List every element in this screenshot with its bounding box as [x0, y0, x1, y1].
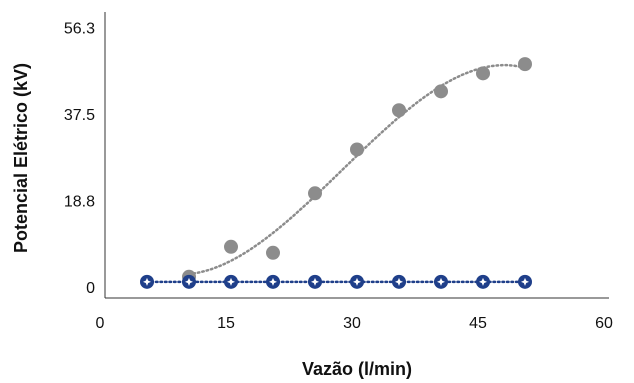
x-axis-title: Vazão (l/min) — [302, 359, 412, 379]
point — [518, 57, 532, 72]
x-tick-label: 30 — [343, 315, 361, 332]
point — [476, 66, 490, 81]
x-tick-label: 60 — [595, 315, 613, 332]
y-tick-label: 37.5 — [64, 107, 95, 124]
point-star — [437, 277, 445, 286]
point-star — [311, 277, 319, 286]
point — [434, 84, 448, 99]
point-star — [227, 277, 235, 286]
point-star — [185, 277, 193, 286]
point-star — [521, 277, 529, 286]
y-tick-label: 0 — [86, 280, 95, 297]
y-axis-title: Potencial Elétrico (kV) — [11, 63, 31, 253]
y-tick-label: 56.3 — [64, 20, 95, 37]
point — [308, 186, 322, 201]
point — [350, 142, 364, 157]
y-tick-label: 18.8 — [64, 193, 95, 210]
point-star — [143, 277, 151, 286]
point — [224, 239, 238, 254]
point-star — [395, 277, 403, 286]
x-tick-label: 45 — [469, 315, 487, 332]
point — [392, 103, 406, 118]
x-tick-label: 15 — [217, 315, 235, 332]
point-star — [353, 277, 361, 286]
x-tick-label: 0 — [96, 315, 105, 332]
point-star — [479, 277, 487, 286]
trend-line — [187, 63, 527, 276]
point-star — [269, 277, 277, 286]
point — [266, 245, 280, 260]
